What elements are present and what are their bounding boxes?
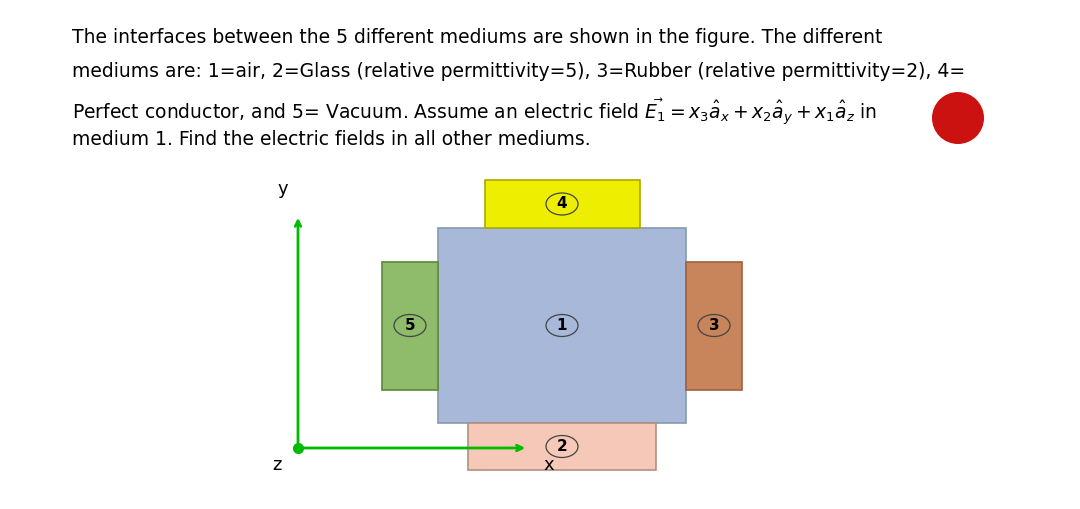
Bar [485,180,639,228]
Text: 4: 4 [556,196,567,212]
Text: 5: 5 [405,318,416,333]
Text: 3: 3 [708,318,719,333]
Text: z: z [272,456,282,474]
Bar [382,262,438,389]
Ellipse shape [546,315,578,336]
Ellipse shape [394,315,426,336]
Bar [468,423,656,470]
Text: 1: 1 [557,318,567,333]
Text: y: y [278,180,288,198]
Text: medium 1. Find the electric fields in all other mediums.: medium 1. Find the electric fields in al… [72,130,591,149]
Text: Perfect conductor, and 5= Vacuum. Assume an electric field $\vec{E_1} = x_3\hat{: Perfect conductor, and 5= Vacuum. Assume… [72,96,877,127]
Text: x: x [543,456,554,474]
Ellipse shape [546,193,578,215]
Bar [438,228,686,423]
Text: mediums are: 1=air, 2=Glass (relative permittivity=5), 3=Rubber (relative permit: mediums are: 1=air, 2=Glass (relative pe… [72,62,966,81]
Text: 2: 2 [556,439,567,454]
Ellipse shape [698,315,730,336]
Ellipse shape [932,92,984,144]
Bar [686,262,742,389]
Text: The interfaces between the 5 different mediums are shown in the figure. The diff: The interfaces between the 5 different m… [72,28,882,47]
Ellipse shape [546,436,578,458]
